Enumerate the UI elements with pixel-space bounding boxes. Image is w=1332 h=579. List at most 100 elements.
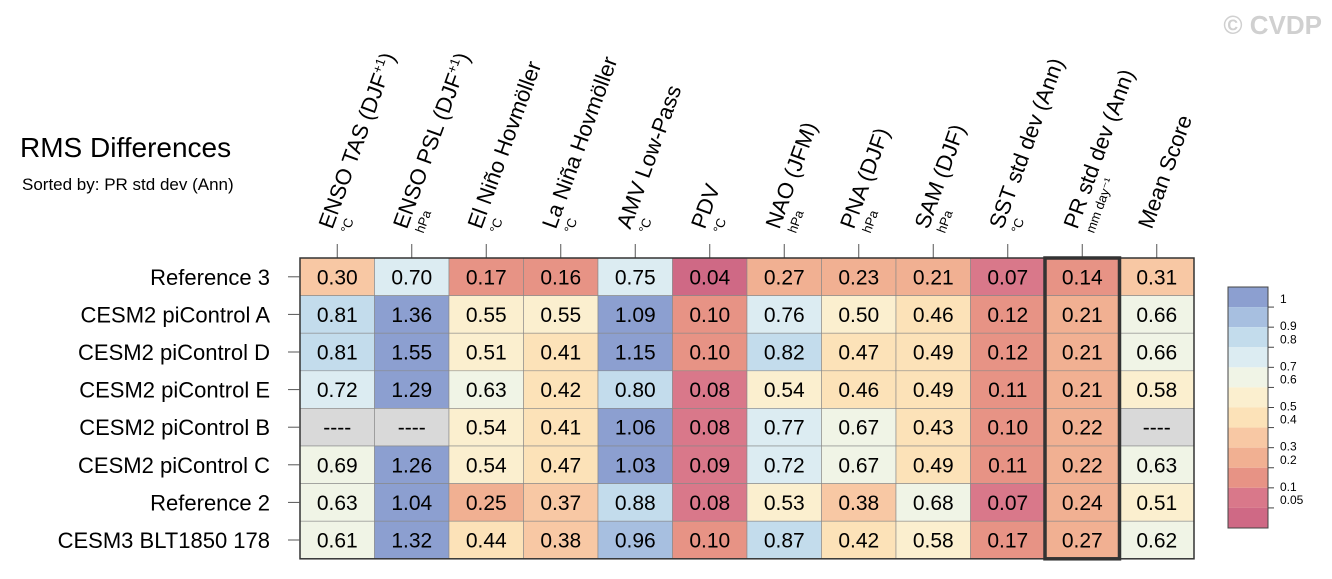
column-label-text: SST std dev (Ann) bbox=[984, 55, 1069, 232]
heatmap-cell bbox=[374, 295, 450, 334]
row-label: CESM2 piControl A bbox=[80, 302, 270, 327]
heatmap-cell bbox=[672, 445, 748, 484]
cell-value: 0.10 bbox=[987, 417, 1028, 440]
column-label: NAO (JFM)hPa bbox=[760, 119, 822, 235]
heatmap-cell bbox=[895, 370, 971, 409]
cell-value: 0.54 bbox=[466, 454, 507, 477]
cell-value: 0.55 bbox=[540, 304, 581, 327]
heatmap-cell bbox=[597, 483, 673, 522]
cell-value: 0.68 bbox=[913, 492, 954, 515]
colorbar-swatch bbox=[1228, 427, 1268, 448]
cell-value: 0.17 bbox=[466, 266, 507, 289]
cell-value: 0.63 bbox=[1136, 454, 1177, 477]
column-unit: °C bbox=[1008, 216, 1027, 235]
cell-value: 0.49 bbox=[913, 379, 954, 402]
row-label: CESM2 piControl E bbox=[79, 378, 270, 403]
cell-value: 1.15 bbox=[615, 342, 656, 365]
cell-value: ---- bbox=[1143, 417, 1171, 440]
heatmap-cell bbox=[970, 295, 1046, 334]
row-label: CESM3 BLT1850 178 bbox=[58, 528, 270, 553]
cell-value: 0.53 bbox=[764, 492, 805, 515]
column-unit: °C bbox=[561, 216, 580, 235]
cell-value: 0.09 bbox=[689, 454, 730, 477]
heatmap-cell bbox=[374, 408, 450, 447]
cell-value: 0.77 bbox=[764, 417, 805, 440]
column-labels: ENSO TAS (DJF+1)°C ENSO PSL (DJF+1)hPa El … bbox=[313, 49, 1197, 258]
cell-value: 0.38 bbox=[838, 492, 879, 515]
heatmap-cell bbox=[523, 408, 599, 447]
cell-value: 0.46 bbox=[913, 304, 954, 327]
colorbar-label: 0.8 bbox=[1280, 332, 1297, 346]
cell-value: 0.04 bbox=[689, 266, 730, 289]
column-label-text: ENSO TAS (DJF+1) bbox=[313, 49, 400, 232]
cell-value: 0.44 bbox=[466, 530, 507, 553]
heatmap-cell bbox=[448, 408, 524, 447]
cell-value: 0.58 bbox=[913, 530, 954, 553]
cell-value: 0.41 bbox=[540, 417, 581, 440]
cell-value: 0.21 bbox=[1062, 342, 1103, 365]
heatmap-cell bbox=[523, 257, 599, 296]
row-label: Reference 2 bbox=[150, 490, 270, 515]
cell-value: 0.47 bbox=[540, 454, 581, 477]
heatmap-cell bbox=[672, 520, 748, 560]
heatmap-cell bbox=[746, 295, 822, 334]
cell-value: 0.42 bbox=[838, 530, 879, 553]
heatmap-cell bbox=[746, 332, 822, 372]
heatmap-grid: 0.30 0.70 0.17 0.16 0.75 0.04 0.27 0.23 0.21 0.07… bbox=[299, 256, 1195, 561]
colorbar-swatch bbox=[1228, 487, 1268, 508]
cell-value: 0.17 bbox=[987, 530, 1028, 553]
colorbar-swatch bbox=[1228, 467, 1268, 488]
cell-value: 0.81 bbox=[317, 304, 358, 327]
heatmap-cell bbox=[970, 483, 1046, 522]
cell-value: 0.27 bbox=[764, 266, 805, 289]
heatmap-cell bbox=[895, 483, 971, 522]
column-unit: °C bbox=[636, 216, 655, 235]
colorbar-label: 0.4 bbox=[1280, 413, 1297, 427]
heatmap-cell bbox=[746, 483, 822, 522]
colorbar-label: 0.1 bbox=[1280, 480, 1297, 494]
cell-value: 0.51 bbox=[1136, 492, 1177, 515]
cell-value: 0.11 bbox=[988, 379, 1027, 402]
cell-value: 0.41 bbox=[540, 342, 581, 365]
cell-value: 0.07 bbox=[987, 492, 1028, 515]
row-label: Reference 3 bbox=[150, 265, 270, 290]
colorbar-label: 0.5 bbox=[1280, 400, 1297, 414]
heatmap-cell bbox=[597, 257, 673, 296]
cell-value: 0.27 bbox=[1062, 530, 1103, 553]
heatmap-cell bbox=[299, 445, 375, 484]
heatmap-cell bbox=[523, 483, 599, 522]
heatmap-cell bbox=[895, 257, 971, 296]
heatmap-cell bbox=[597, 408, 673, 447]
cell-value: 0.67 bbox=[838, 454, 879, 477]
column-label-text: ENSO PSL (DJF+1) bbox=[388, 49, 475, 232]
cell-value: 0.12 bbox=[987, 342, 1028, 365]
cell-value: 1.32 bbox=[391, 530, 432, 553]
heatmap-cell bbox=[374, 445, 450, 484]
cell-value: 0.66 bbox=[1136, 342, 1177, 365]
column-label-text: AMV Low-Pass bbox=[611, 82, 686, 232]
cell-value: 0.16 bbox=[540, 266, 581, 289]
heatmap-cell bbox=[1044, 370, 1120, 409]
cell-value: 0.12 bbox=[987, 304, 1028, 327]
colorbar-swatch bbox=[1228, 327, 1268, 348]
cell-value: 0.72 bbox=[317, 379, 358, 402]
colorbar-swatch bbox=[1228, 307, 1268, 328]
heatmap-cell bbox=[821, 445, 897, 484]
heatmap-cell bbox=[672, 408, 748, 447]
column-label: AMV Low-Pass°C bbox=[611, 82, 686, 235]
heatmap-cell bbox=[1044, 483, 1120, 522]
cell-value: 0.96 bbox=[615, 530, 656, 553]
cell-value: 0.25 bbox=[466, 492, 507, 515]
heatmap-cell bbox=[970, 520, 1046, 560]
heatmap-cell bbox=[1119, 295, 1195, 334]
cell-value: 0.10 bbox=[689, 530, 730, 553]
cell-value: 1.06 bbox=[615, 417, 656, 440]
heatmap-cell bbox=[895, 445, 971, 484]
heatmap-cell bbox=[374, 520, 450, 560]
cell-value: 1.36 bbox=[391, 304, 432, 327]
heatmap-cell bbox=[1044, 408, 1120, 447]
cell-value: 0.58 bbox=[1136, 379, 1177, 402]
heatmap-cell bbox=[523, 332, 599, 372]
colorbar-label: 0.6 bbox=[1280, 372, 1297, 386]
heatmap-cell bbox=[821, 408, 897, 447]
